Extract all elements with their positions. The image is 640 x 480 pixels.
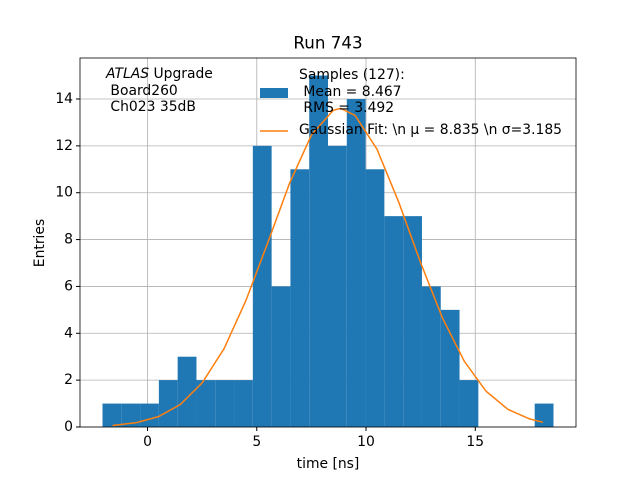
annotation-text: Board260 (110, 82, 178, 99)
histogram-bar (215, 380, 235, 427)
fit-line (112, 107, 544, 427)
y-tick-label: 14 (55, 91, 73, 107)
legend-label: Samples (127): Mean = 8.467 RMS = 3.492 (299, 67, 405, 117)
histogram-bar (440, 309, 460, 427)
legend-label: Gaussian Fit: \n μ = 8.835 \n σ=3.185 (299, 122, 563, 138)
histogram-bar (140, 403, 159, 427)
x-axis-label: time [ns] (297, 456, 360, 472)
axes-frame (79, 57, 577, 428)
histogram-bar (271, 286, 291, 427)
x-tick-label: 5 (252, 434, 261, 450)
histogram-bar (365, 169, 385, 428)
histogram-bar (346, 99, 366, 427)
annotation-text: Ch023 35dB (110, 99, 196, 116)
y-tick-label: 10 (55, 185, 73, 201)
x-tick-label: 10 (357, 434, 375, 450)
histogram-bar (403, 216, 422, 427)
y-tick-label: 8 (64, 232, 73, 248)
histogram-bar (252, 145, 272, 427)
x-tick-label: 0 (143, 434, 152, 450)
plot (102, 75, 554, 428)
histogram-bar (102, 403, 122, 427)
histogram-bar (421, 286, 441, 427)
histogram-bar (234, 380, 253, 427)
y-tick-label: 4 (64, 325, 73, 341)
chart-title: Run 743 (293, 33, 362, 53)
histogram-bar (196, 380, 216, 427)
histogram-bar (158, 380, 178, 427)
x-tick-label: 15 (466, 434, 484, 450)
y-tick-label: 6 (64, 278, 73, 294)
histogram-bar (384, 216, 404, 427)
y-tick-label: 12 (55, 138, 73, 154)
histogram-bar (534, 403, 554, 427)
histogram-bar (121, 403, 141, 427)
histogram-bar (459, 380, 479, 427)
y-tick-label: 0 (64, 419, 73, 435)
legend-swatch (260, 88, 288, 98)
histogram-bar (309, 75, 328, 428)
histogram-bar (290, 169, 310, 428)
annotation: ATLAS Upgrade Board260 Ch023 35dB (106, 66, 213, 116)
y-axis-label: Entries (32, 219, 48, 267)
histogram-bar (328, 145, 347, 427)
annotation-italic: ATLAS (106, 66, 150, 82)
annotation-text: Upgrade (153, 66, 213, 82)
histogram-bar (177, 356, 197, 427)
y-tick-label: 2 (64, 372, 73, 388)
